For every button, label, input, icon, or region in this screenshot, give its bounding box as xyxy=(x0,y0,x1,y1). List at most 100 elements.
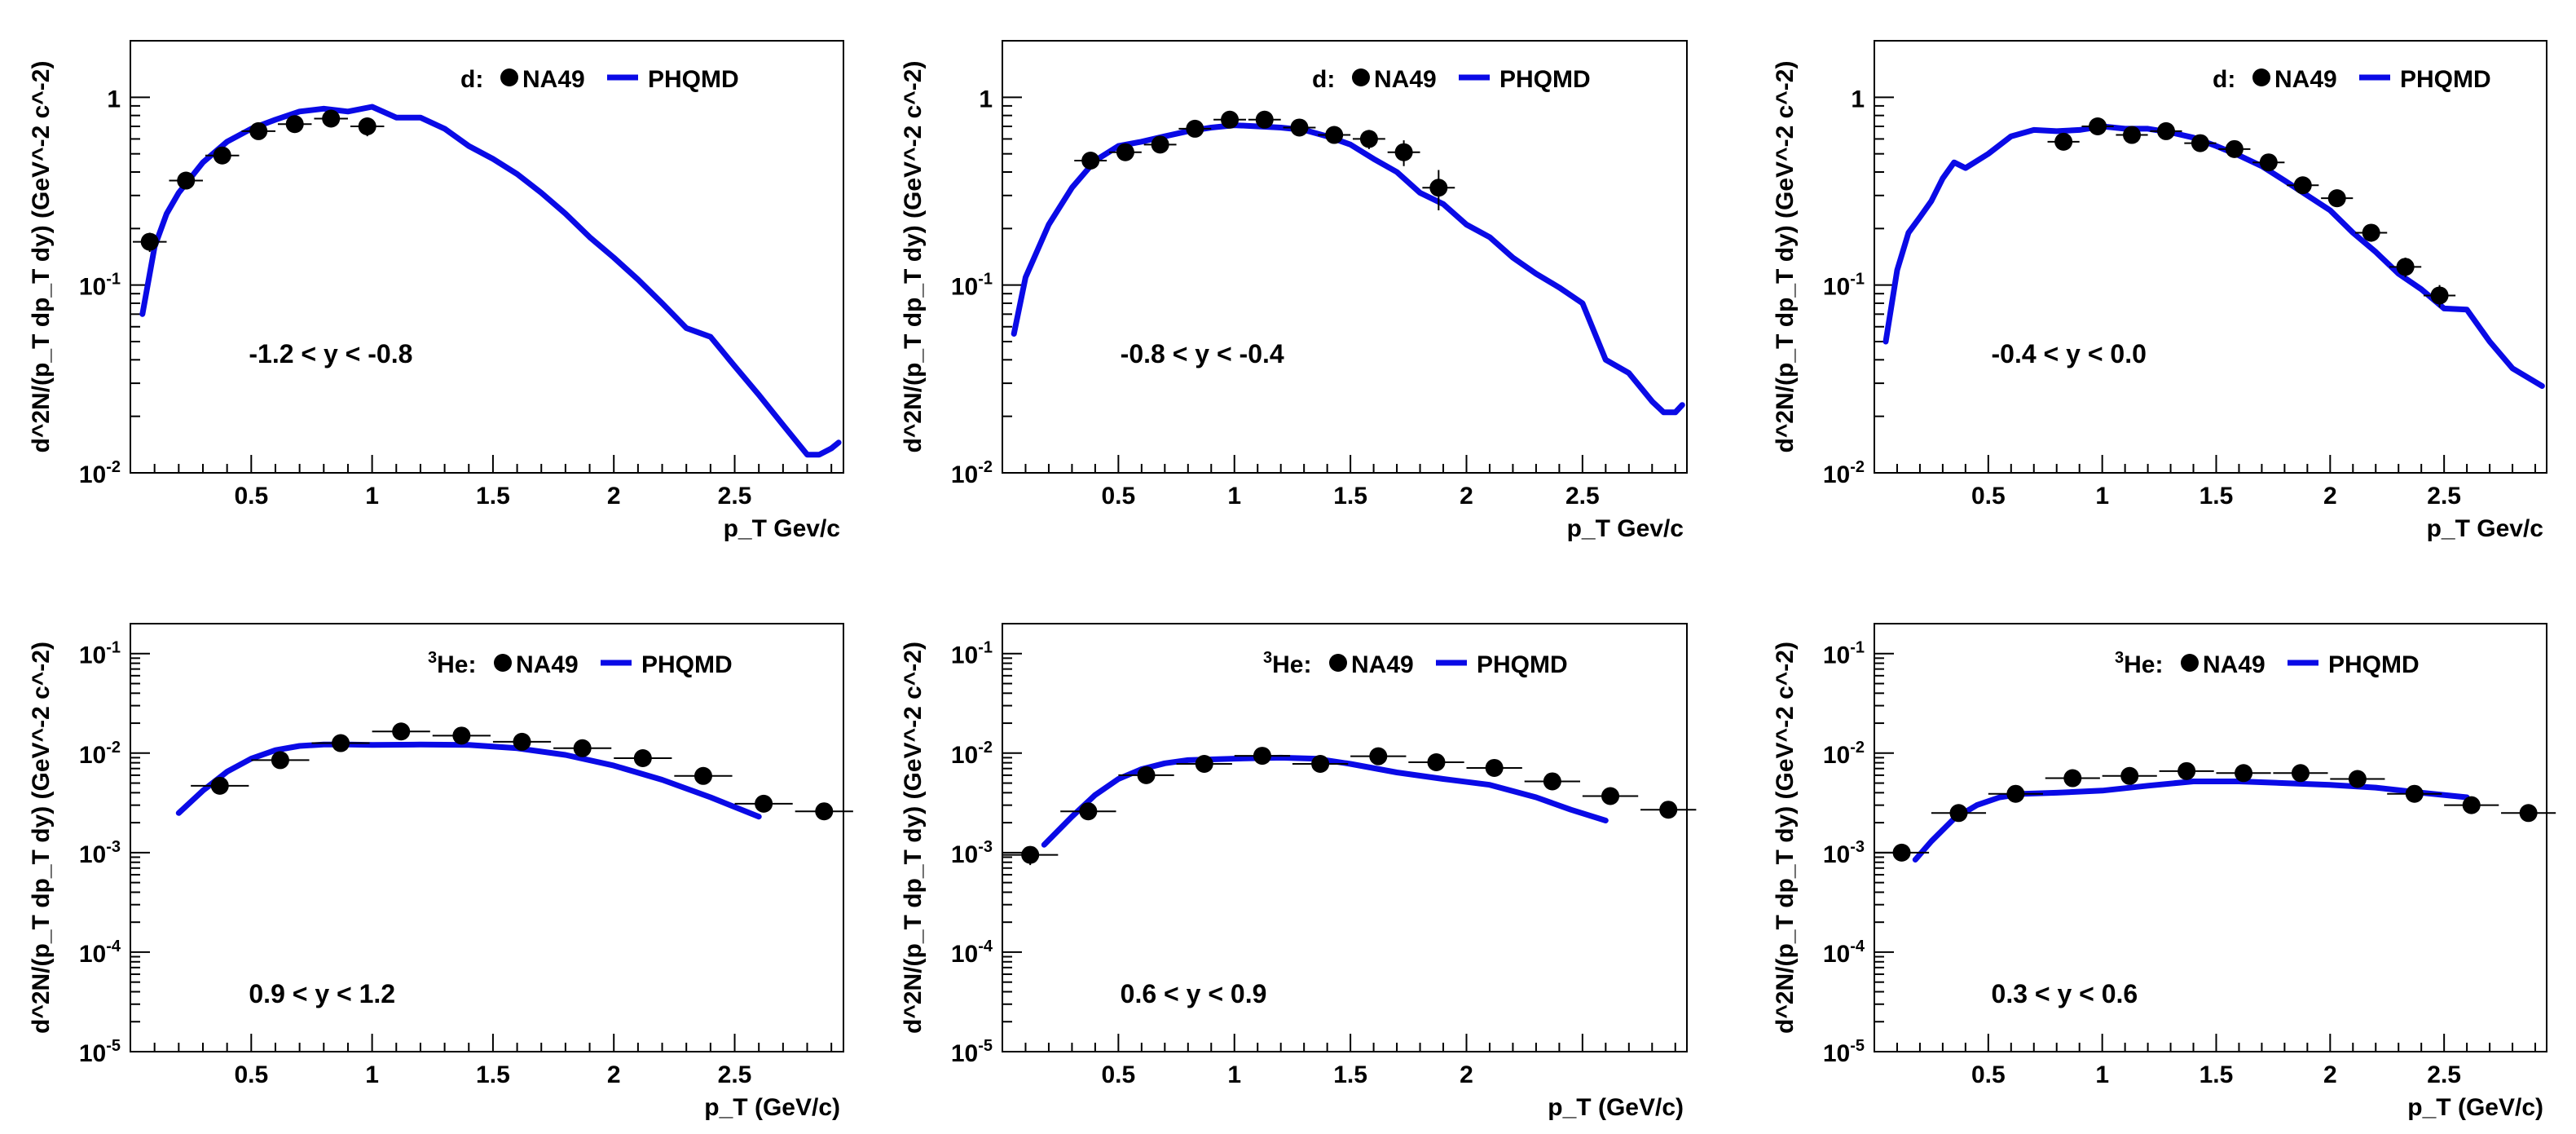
data-point xyxy=(1253,747,1271,766)
legend: 3He: NA49 PHQMD xyxy=(1263,649,1568,678)
y-tick-exponent: -3 xyxy=(106,838,121,856)
legend-marker-na49 xyxy=(500,68,518,86)
y-tick-base: 10 xyxy=(79,274,106,301)
x-tick-label: 1.5 xyxy=(476,1061,510,1088)
y-axis: 10-510-410-310-210-1 xyxy=(951,623,1022,1067)
y-tick-label: 10-3 xyxy=(1823,838,1865,868)
legend-prefix-text: d: xyxy=(2213,66,2235,93)
legend-label-na49: NA49 xyxy=(516,651,579,678)
y-tick-base: 10 xyxy=(1823,941,1850,968)
data-point xyxy=(1116,143,1134,161)
series-na49 xyxy=(1874,761,2556,862)
y-tick-exponent: -1 xyxy=(1850,639,1865,657)
x-tick-label: 0.5 xyxy=(1971,1061,2006,1088)
y-axis: 10-210-11 xyxy=(1823,40,1894,488)
data-point xyxy=(633,748,652,767)
legend-label-na49: NA49 xyxy=(2274,66,2337,93)
y-tick-exponent: -2 xyxy=(978,739,993,757)
y-tick-label: 10-4 xyxy=(79,938,121,968)
data-point xyxy=(332,734,350,752)
y-tick-label: 10-3 xyxy=(951,838,993,868)
y-tick-exponent: -3 xyxy=(978,838,993,856)
legend-label-na49: NA49 xyxy=(522,66,585,93)
y-tick-exponent: -5 xyxy=(1850,1037,1865,1055)
x-tick-label: 0.5 xyxy=(1102,483,1136,510)
data-point xyxy=(1369,747,1388,766)
y-tick-label: 1 xyxy=(979,86,993,113)
data-point xyxy=(1427,752,1446,771)
panel-2: 0.5 1 1.5 2 2.510-210-11p_T Gev/cd^2N/(p_T d… xyxy=(900,40,1688,542)
y-tick-exponent: -2 xyxy=(1850,458,1865,476)
y-tick-label: 10-5 xyxy=(79,1037,121,1067)
x-axis: 0.5 1 1.5 2 2.5 xyxy=(1024,455,1676,510)
data-point xyxy=(2362,223,2380,242)
legend-prefix-text: He: xyxy=(2124,651,2163,678)
series-na49 xyxy=(1074,110,1455,211)
y-tick-exponent: -4 xyxy=(106,938,121,955)
y-axis-label: d^2N/(p_T dp_T dy) (GeV^-2 c^-2) xyxy=(1772,61,1799,453)
data-point xyxy=(1311,754,1330,773)
y-tick-label: 10-4 xyxy=(951,938,993,968)
legend-label-phqmd: PHQMD xyxy=(2400,66,2491,93)
data-point xyxy=(1485,758,1504,777)
data-point xyxy=(2054,132,2073,151)
data-point xyxy=(1255,110,1274,129)
x-axis-label: p_T Gev/c xyxy=(1567,515,1684,542)
data-point xyxy=(285,115,304,134)
x-tick-label: 1 xyxy=(1227,483,1241,510)
y-tick-exponent: -1 xyxy=(106,639,121,657)
x-tick-label: 2 xyxy=(607,483,621,510)
data-point xyxy=(1543,772,1561,791)
data-point xyxy=(2123,126,2142,144)
legend-marker-na49 xyxy=(494,654,512,672)
legend-label-na49: NA49 xyxy=(1351,651,1414,678)
y-axis: 10-510-410-310-210-1 xyxy=(1823,623,1894,1067)
rapidity-annotation: -0.4 < y < 0.0 xyxy=(1992,339,2147,368)
x-tick-label: 1.5 xyxy=(1333,1061,1367,1088)
data-point xyxy=(322,109,341,128)
data-point xyxy=(573,739,592,757)
x-tick-label: 0.5 xyxy=(234,483,268,510)
y-axis: 10-210-11 xyxy=(79,40,150,488)
data-point xyxy=(271,751,289,770)
y-tick-exponent: -1 xyxy=(978,271,993,289)
data-point xyxy=(1290,118,1309,137)
x-tick-label: 2.5 xyxy=(2427,483,2461,510)
y-tick-base: 10 xyxy=(79,642,106,669)
data-point xyxy=(1081,152,1100,170)
y-tick-exponent: -4 xyxy=(1850,938,1865,955)
legend-marker-na49 xyxy=(2252,68,2270,86)
y-axis-label: d^2N/(p_T dp_T dy) (GeV^-2 c^-2) xyxy=(28,642,55,1034)
data-point xyxy=(1021,845,1040,864)
y-tick-base: 10 xyxy=(951,941,978,968)
plot-frame xyxy=(130,623,844,1052)
data-point xyxy=(2405,784,2424,803)
x-tick-label: 2 xyxy=(1460,1061,1473,1088)
y-tick-base: 10 xyxy=(951,461,978,488)
series-na49 xyxy=(132,109,385,253)
x-tick-label: 0.5 xyxy=(1971,483,2006,510)
x-tick-label: 2 xyxy=(2323,1061,2337,1088)
x-axis: 0.5 1 1.5 2 2.5 xyxy=(153,455,833,510)
x-tick-label: 2.5 xyxy=(718,483,752,510)
y-tick-label: 10-3 xyxy=(79,838,121,868)
x-tick-label: 1 xyxy=(2095,483,2109,510)
y-tick-exponent: -4 xyxy=(978,938,993,955)
y-tick-base: 10 xyxy=(951,642,978,669)
data-point xyxy=(249,121,268,140)
data-point xyxy=(2519,804,2538,823)
rapidity-annotation: 0.6 < y < 0.9 xyxy=(1121,979,1267,1008)
legend-prefix: d: xyxy=(1312,66,1335,93)
y-tick-label: 1 xyxy=(1851,86,1865,113)
data-point xyxy=(2225,139,2244,158)
series-na49 xyxy=(2047,117,2456,308)
x-axis-label: p_T Gev/c xyxy=(724,515,840,542)
x-tick-label: 1 xyxy=(2095,1061,2109,1088)
data-point xyxy=(1221,110,1240,129)
legend-prefix-text: He: xyxy=(437,651,476,678)
data-point xyxy=(2327,189,2346,208)
x-tick-label: 1 xyxy=(365,483,379,510)
y-axis: 10-510-410-310-210-1 xyxy=(79,623,150,1067)
y-tick-base: 10 xyxy=(951,274,978,301)
y-tick-base: 10 xyxy=(79,742,106,769)
